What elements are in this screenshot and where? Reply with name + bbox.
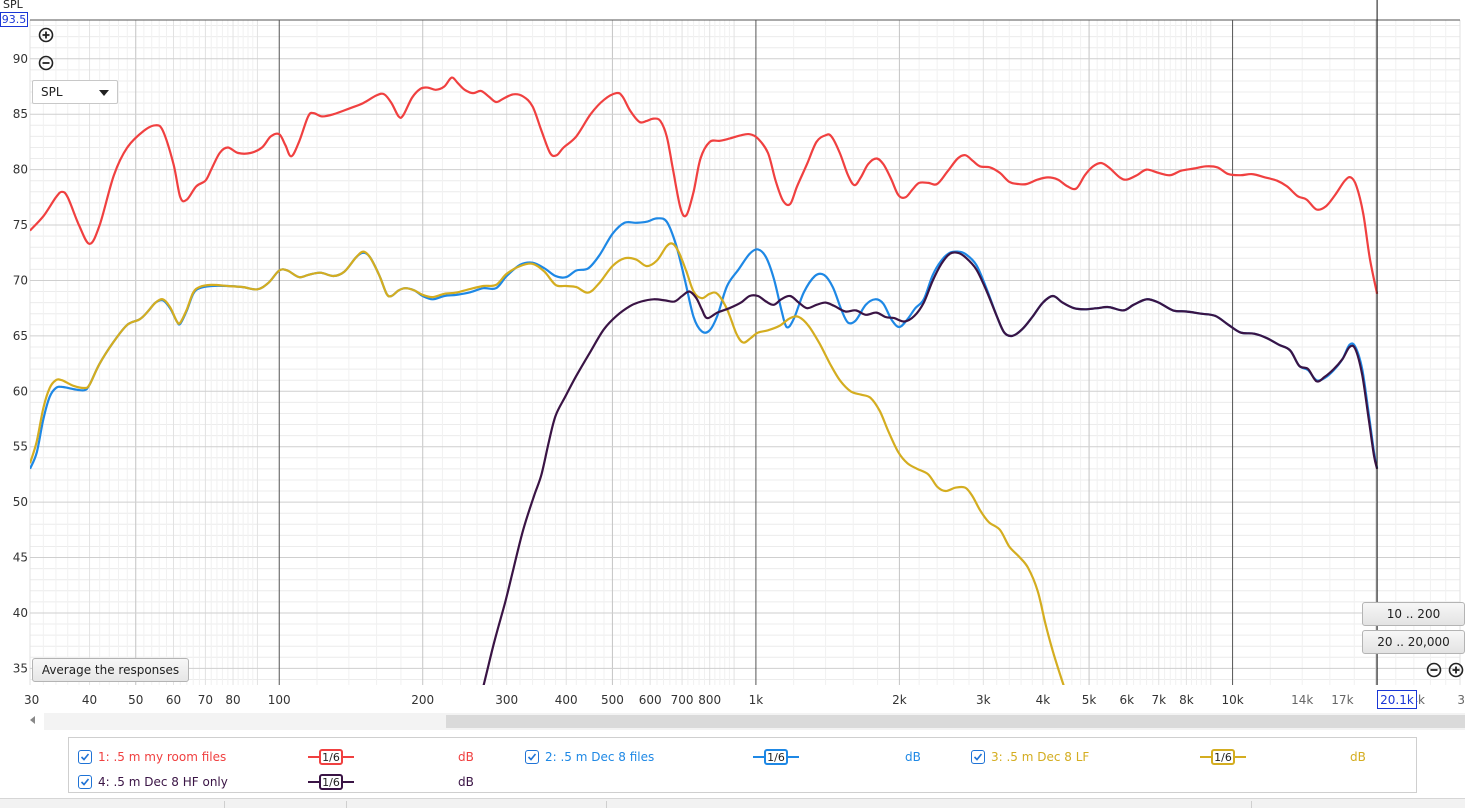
x-tick-label: 5k (1082, 693, 1097, 707)
major-gridlines (30, 19, 1460, 685)
x-tick-label: 7k (1151, 693, 1166, 707)
legend-item-4[interactable]: 4: .5 m Dec 8 HF only (78, 772, 228, 792)
x-tick-label: 800 (698, 693, 721, 707)
legend-unit-4: dB (458, 775, 474, 789)
series-line-4[interactable] (481, 251, 1379, 696)
legend-unit-1: dB (458, 750, 474, 764)
series-line-3[interactable] (30, 242, 1067, 696)
scrollbar-thumb[interactable] (446, 715, 1465, 728)
legend-label-2: 2: .5 m Dec 8 files (545, 750, 655, 764)
legend-checkbox-3[interactable] (971, 750, 985, 764)
legend-item-2[interactable]: 2: .5 m Dec 8 files (525, 747, 654, 767)
scroll-left-arrow-icon[interactable] (30, 716, 35, 724)
status-bar (0, 798, 1465, 808)
y-tick-label: 45 (13, 551, 28, 565)
y-tick-label: 90 (13, 52, 28, 66)
legend-item-3[interactable]: 3: .5 m Dec 8 LF (971, 747, 1089, 767)
x-tick-label: 700 (671, 693, 694, 707)
series-line-2[interactable] (30, 217, 1379, 470)
x-tick-label: 6k (1120, 693, 1135, 707)
x-tick-label: 400 (555, 693, 578, 707)
y-tick-label: 40 (13, 606, 28, 620)
zoom-out-button[interactable] (35, 53, 57, 73)
legend-panel: 1: .5 m my room files 1/6 dB 2: .5 m Dec… (68, 737, 1417, 793)
y-tick-label: 50 (13, 495, 28, 509)
x-tick-label: 30 (24, 693, 39, 707)
x-tick-label: 2k (892, 693, 907, 707)
x-tick-label: 3k (976, 693, 991, 707)
zoom-out-icon (38, 55, 54, 71)
y-tick-label: 70 (13, 273, 28, 287)
checkmark-icon (80, 753, 90, 761)
y-tick-labels: 35 40 45 50 55 60 65 70 75 80 85 90 (13, 52, 28, 676)
series-line-1[interactable] (30, 76, 1379, 295)
legend-unit-3: dB (1350, 750, 1366, 764)
spl-axis-title: SPL (3, 0, 23, 11)
spl-max-readout[interactable]: 93.5 (0, 12, 28, 27)
x-tick-label: 40 (82, 693, 97, 707)
x-tick-label: 14k (1291, 693, 1313, 707)
checkmark-icon (80, 778, 90, 786)
freq-zoom-out-button[interactable] (1423, 660, 1445, 680)
x-tick-label: 3 (1457, 693, 1465, 707)
response-curves[interactable] (30, 76, 1379, 697)
zoom-in-button[interactable] (35, 25, 57, 45)
x-tick-label: 200 (411, 693, 434, 707)
checkmark-icon (527, 753, 537, 761)
y-tick-label: 80 (13, 163, 28, 177)
legend-label-1: 1: .5 m my room files (98, 750, 227, 764)
x-tick-label: 17k (1331, 693, 1353, 707)
smoothing-value-1: 1/6 (319, 749, 343, 765)
zoom-in-icon (38, 27, 54, 43)
smoothing-value-2: 1/6 (764, 749, 788, 765)
x-tick-label: 60 (166, 693, 181, 707)
x-tick-label: 4k (1036, 693, 1051, 707)
y-tick-label: 65 (13, 329, 28, 343)
smoothing-button-4[interactable]: 1/6 (308, 772, 354, 792)
legend-checkbox-2[interactable] (525, 750, 539, 764)
graph-mode-value: SPL (41, 85, 63, 99)
legend-item-1[interactable]: 1: .5 m my room files (78, 747, 226, 767)
y-tick-label: 55 (13, 440, 28, 454)
frequency-cursor-readout[interactable]: 20.1k (1377, 690, 1417, 709)
chevron-down-icon (99, 90, 109, 96)
x-tick-label: 600 (639, 693, 662, 707)
checkmark-icon (973, 753, 983, 761)
range-10-200-button[interactable]: 10 .. 200 (1362, 602, 1465, 626)
x-tick-label: 300 (495, 693, 518, 707)
x-tick-label: 500 (601, 693, 624, 707)
x-tick-label: 50 (128, 693, 143, 707)
legend-label-4: 4: .5 m Dec 8 HF only (98, 775, 228, 789)
horizontal-scrollbar[interactable] (44, 713, 1465, 730)
smoothing-value-4: 1/6 (319, 774, 343, 790)
x-tick-label: 8k (1179, 693, 1194, 707)
y-tick-label: 75 (13, 218, 28, 232)
minor-gridlines (29, 20, 1461, 685)
y-tick-label: 85 (13, 107, 28, 121)
zoom-out-icon (1426, 662, 1442, 678)
graph-mode-select[interactable]: SPL (32, 80, 118, 104)
zoom-in-icon (1448, 662, 1464, 678)
smoothing-button-2[interactable]: 1/6 (753, 747, 799, 767)
x-tick-label: 10k (1221, 693, 1243, 707)
legend-label-3: 3: .5 m Dec 8 LF (991, 750, 1090, 764)
x-tick-label: 100 (268, 693, 291, 707)
y-tick-label: 60 (13, 384, 28, 398)
x-tick-labels: 30 40 50 60 70 80 100 200 300 400 500 600 700 800 1k 2k… (24, 693, 1465, 707)
x-tick-label: 70 (198, 693, 213, 707)
range-20-20000-button[interactable]: 20 .. 20,000 (1362, 630, 1465, 654)
legend-unit-2: dB (905, 750, 921, 764)
legend-checkbox-4[interactable] (78, 775, 92, 789)
x-tick-label: 80 (225, 693, 240, 707)
x-tick-label: 1k (749, 693, 764, 707)
y-tick-label: 35 (13, 661, 28, 675)
frequency-response-chart[interactable]: 35 40 45 50 55 60 65 70 75 80 85 90 30 40 50 60 70 80 100… (0, 0, 1465, 712)
smoothing-button-3[interactable]: 1/6 (1200, 747, 1246, 767)
smoothing-value-3: 1/6 (1211, 749, 1235, 765)
smoothing-button-1[interactable]: 1/6 (308, 747, 354, 767)
average-responses-button[interactable]: Average the responses (32, 658, 189, 682)
freq-zoom-in-button[interactable] (1448, 660, 1465, 680)
legend-checkbox-1[interactable] (78, 750, 92, 764)
